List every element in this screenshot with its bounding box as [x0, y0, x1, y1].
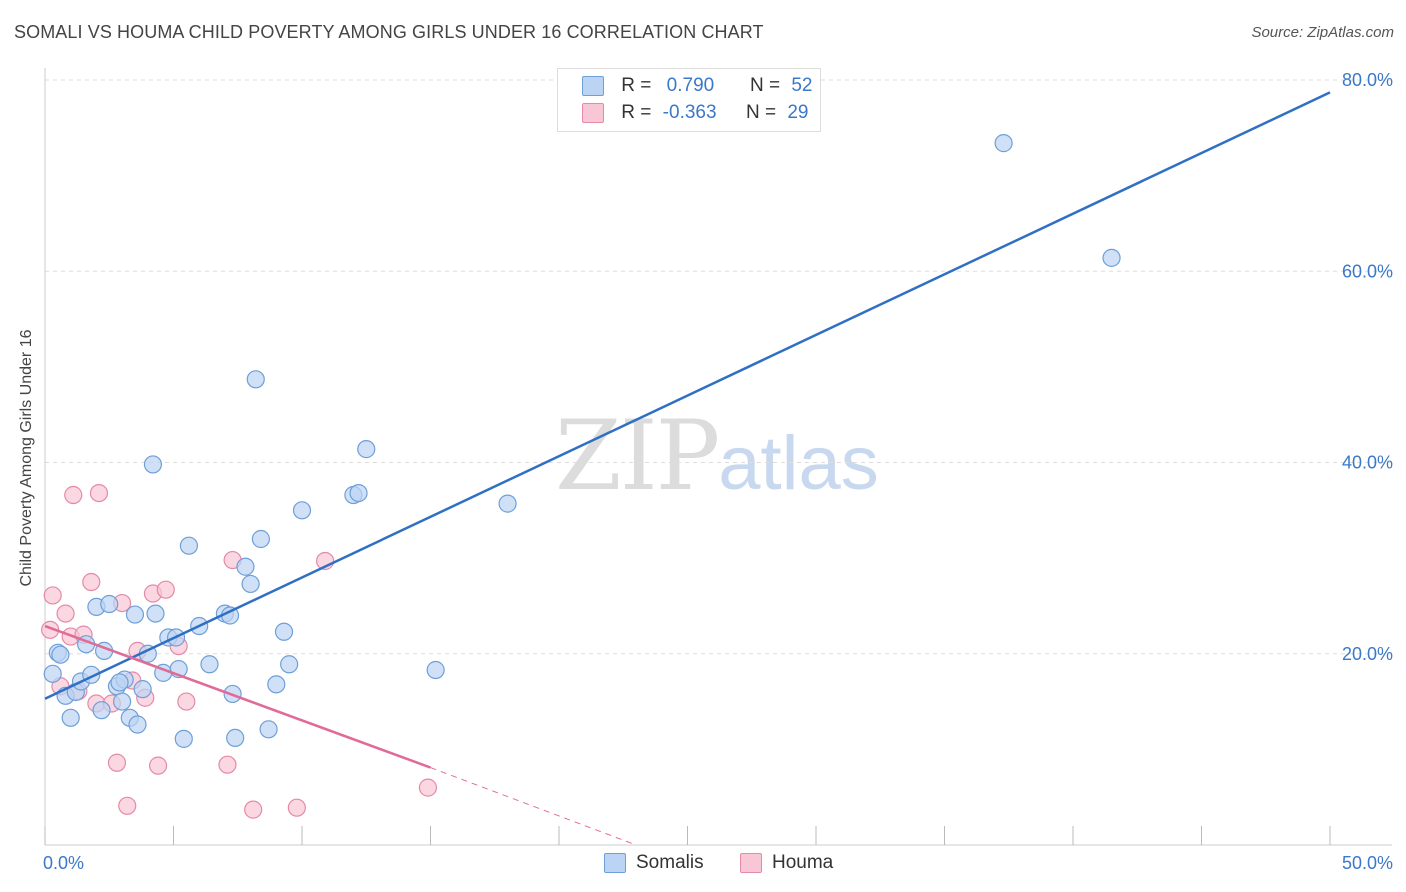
- houma-trend-line: [44, 624, 431, 769]
- tick-labels: 20.0% 40.0% 60.0% 80.0% 0.0% 50.0%: [43, 70, 1393, 873]
- legend-item-somalis: Somalis: [604, 852, 704, 874]
- series-legend: Somalis Houma: [0, 852, 1406, 876]
- houma-point: [218, 755, 237, 774]
- houma-point: [56, 604, 75, 623]
- houma-point: [244, 800, 263, 819]
- somali-point: [174, 729, 193, 748]
- somali-point: [274, 622, 294, 641]
- houma-point: [64, 485, 83, 505]
- legend-swatch-houma: [582, 102, 604, 123]
- legend-n-value: 29: [787, 102, 809, 123]
- somali-point: [128, 715, 147, 734]
- y-tick-label: 20.0%: [1342, 644, 1393, 664]
- somali-point: [280, 655, 299, 674]
- somali-point: [112, 692, 132, 711]
- somali-point: [200, 655, 219, 674]
- houma-point: [89, 484, 109, 503]
- legend-r-label: R =: [621, 75, 652, 96]
- houma-trend-extension: [430, 767, 637, 846]
- somali-point: [267, 675, 286, 694]
- somali-point: [143, 455, 163, 474]
- somali-point: [179, 536, 199, 555]
- legend-label-somalis: Somalis: [636, 852, 704, 873]
- houma-point: [177, 692, 196, 711]
- houma-point: [287, 798, 306, 817]
- houma-point: [118, 796, 137, 815]
- legend-n-label: N =: [745, 102, 777, 123]
- houma-point: [148, 756, 168, 775]
- somali-point: [43, 664, 62, 683]
- x-tick-label: 50.0%: [1342, 853, 1393, 873]
- watermark-atlas: atlas: [718, 421, 879, 506]
- somali-point: [349, 484, 368, 503]
- somali-point: [251, 529, 270, 549]
- somali-point: [498, 494, 517, 513]
- legend-row-somalis: R = 0.790 N = 52: [582, 75, 812, 99]
- houma-point: [107, 753, 127, 772]
- houma-point: [82, 572, 101, 592]
- y-tick-label: 40.0%: [1342, 453, 1393, 473]
- somali-point: [357, 440, 376, 459]
- somali-point: [236, 557, 255, 576]
- somali-point: [61, 708, 80, 727]
- somali-point: [292, 501, 312, 520]
- houma-point: [418, 778, 438, 797]
- axes: [44, 68, 1392, 846]
- somali-point: [259, 720, 278, 739]
- legend-swatch-somalis: [604, 852, 626, 873]
- somali-point: [994, 134, 1013, 153]
- legend-label-houma: Houma: [772, 852, 834, 873]
- somali-point: [226, 728, 245, 748]
- legend-r-value: 0.790: [666, 75, 715, 96]
- chart-title: SOMALI VS HOUMA CHILD POVERTY AMONG GIRL…: [14, 22, 764, 42]
- somali-point: [246, 370, 265, 389]
- legend-swatch-houma: [740, 852, 762, 873]
- somali-point: [241, 574, 260, 594]
- somali-points: [43, 134, 1121, 748]
- somali-point: [51, 645, 70, 664]
- somali-point: [426, 660, 445, 680]
- somali-point: [100, 594, 119, 614]
- x-tick-label: 0.0%: [43, 853, 84, 873]
- correlation-legend: R = 0.790 N = 52 R = -0.363 N = 29: [557, 68, 821, 132]
- somali-point: [110, 673, 129, 692]
- y-tick-label: 80.0%: [1342, 70, 1393, 90]
- somali-point: [146, 604, 165, 623]
- legend-r-value: -0.363: [662, 102, 717, 123]
- legend-n-label: N =: [749, 75, 781, 96]
- somali-point: [125, 605, 145, 624]
- legend-item-houma: Houma: [740, 852, 833, 874]
- houma-point: [43, 586, 62, 605]
- somali-point: [133, 680, 152, 699]
- trend-lines: [44, 91, 1331, 846]
- y-tick-label: 60.0%: [1342, 261, 1393, 281]
- source-credit: Source: ZipAtlas.com: [1251, 24, 1394, 41]
- legend-swatch-somalis: [582, 75, 604, 96]
- somali-trend-line: [44, 91, 1331, 700]
- legend-n-value: 52: [791, 75, 813, 96]
- somali-point: [92, 701, 111, 720]
- legend-r-label: R =: [621, 102, 652, 123]
- houma-point: [156, 580, 175, 599]
- somali-point: [1102, 248, 1121, 267]
- legend-row-houma: R = -0.363 N = 29: [582, 102, 808, 126]
